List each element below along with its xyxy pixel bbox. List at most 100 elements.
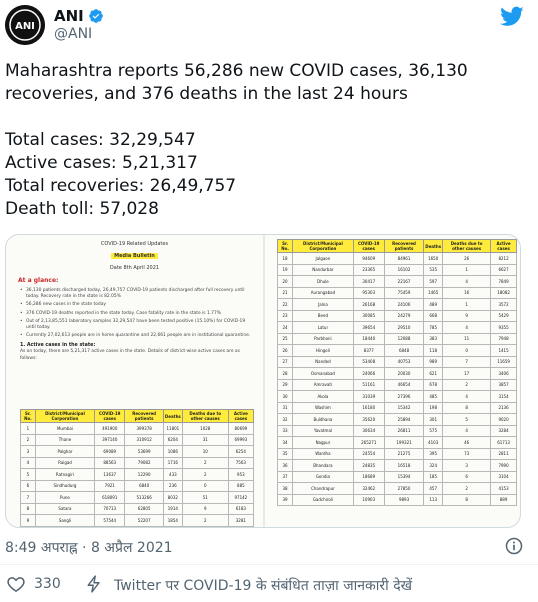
table-cell: 32 <box>276 413 294 426</box>
table-row: 31 Washim 16180 15342 198 8 2136 <box>276 401 517 414</box>
table-cell: 4 <box>442 424 492 437</box>
table-cell: 17 <box>442 367 492 380</box>
table-cell: 535 <box>423 263 444 276</box>
table-cell: 198 <box>423 401 444 414</box>
table-cell: 11 <box>442 332 492 345</box>
table-cell: Jalgaon <box>292 252 354 265</box>
table-cell: Pune <box>34 491 96 504</box>
table-row: 27 Nanded 53408 40753 989 7 11659 <box>276 355 517 368</box>
table-cell: 433 <box>162 468 183 481</box>
bulletin-bullet: 56,286 new cases in the state today <box>20 302 253 308</box>
table-cell: Palghar <box>34 445 96 458</box>
table-cell: 61713 <box>490 436 517 449</box>
tweet-media-image[interactable]: COVID-19 Related Updates Media Bulletin … <box>5 234 521 528</box>
table-cell: 3572 <box>490 298 517 311</box>
table-cell: 53408 <box>352 355 385 368</box>
table-cell: 485 <box>423 390 444 403</box>
table-cell: 6204 <box>162 433 183 446</box>
table-cell: 9 <box>442 309 492 322</box>
heart-icon[interactable] <box>6 574 26 594</box>
table-cell: 2 <box>442 378 492 391</box>
table-row: 5 Ratnagiri 13637 12290 433 2 953 <box>20 468 255 481</box>
twitter-bird-icon[interactable] <box>500 4 524 28</box>
author-handle[interactable]: @ANI <box>54 26 93 42</box>
at-a-glance-heading: At a glance: <box>18 277 59 284</box>
table-cell: 597 <box>423 275 444 288</box>
table-cell: 397140 <box>94 433 126 446</box>
table-cell: 88563 <box>94 456 126 469</box>
table-cell: Raigad <box>34 456 96 469</box>
table-cell: 489 <box>423 298 444 311</box>
table-row: 19 Nandurbar 23365 16102 535 1 6627 <box>276 263 517 276</box>
table-cell: 51161 <box>352 378 385 391</box>
table-cell: 30 <box>276 390 294 403</box>
table-cell: 324 <box>423 459 444 472</box>
column-header: COVID-19 cases <box>94 409 126 423</box>
table-cell: 16 <box>442 286 492 299</box>
table-cell: 7563 <box>227 456 255 469</box>
table-cell: 4 <box>442 275 492 288</box>
table-cell: 30085 <box>352 309 385 322</box>
table-cell: 70713 <box>94 502 126 515</box>
table-cell: 1 <box>20 422 36 435</box>
table-cell: 26811 <box>383 424 425 437</box>
column-header: Deaths <box>162 409 183 423</box>
table-cell: 4 <box>442 321 492 334</box>
table-row: 18 Jalgaon 94609 84961 1650 26 8212 <box>276 252 517 265</box>
bulletin-page-left[interactable]: COVID-19 Related Updates Media Bulletin … <box>6 235 263 527</box>
table-cell: 38 <box>276 482 294 495</box>
table-cell: 8032 <box>162 491 183 504</box>
table-cell: 2811 <box>490 447 517 460</box>
table-cell: Chandrapur <box>292 482 354 495</box>
table-cell: Washim <box>292 401 354 414</box>
table-cell: 30417 <box>352 275 385 288</box>
author-name-row: ANI <box>54 7 104 25</box>
verified-badge-icon <box>88 9 103 23</box>
tweet-timestamp[interactable]: 8:49 अपराह्न · 8 अप्रैल 2021 <box>5 540 173 556</box>
total-recoveries-line: Total recoveries: 26,49,757 <box>5 176 237 196</box>
info-icon[interactable] <box>504 536 524 556</box>
table-cell: 1465 <box>423 286 444 299</box>
covid-info-link[interactable]: Twitter पर COVID-19 के संबंधित ताज़ा जान… <box>114 578 413 594</box>
table-cell: 889 <box>490 493 517 506</box>
table-cell: 1914 <box>162 502 183 515</box>
table-cell: 79082 <box>124 456 164 469</box>
table-cell: Sindhudurg <box>34 479 96 492</box>
bulletin-bullet: 36,130 patients discharged today, 26,49,… <box>20 288 253 300</box>
avatar[interactable]: ANI <box>5 5 45 45</box>
table-cell: 2136 <box>490 401 517 414</box>
table-cell: Satara <box>34 502 96 515</box>
table-cell: 9893 <box>383 493 425 506</box>
table-row: 3 Palghar 69089 53699 1086 10 6254 <box>20 445 255 458</box>
table-cell: 3281 <box>227 514 255 527</box>
table-cell: 53699 <box>124 445 164 458</box>
table-cell: 4 <box>20 456 36 469</box>
table-cell: 4153 <box>490 482 517 495</box>
table-row: 9 Sangli 57544 52207 1854 2 3281 <box>20 514 255 527</box>
bulletin-page-right[interactable]: Sr. No. District/Municipal Corporation COV… <box>265 235 520 527</box>
table-cell: 678 <box>423 378 444 391</box>
table-cell: 989 <box>423 355 444 368</box>
table-cell: 7990 <box>490 459 517 472</box>
table-cell: 491900 <box>94 422 126 435</box>
table-cell: 46654 <box>383 378 425 391</box>
table-row: 25 Parbhani 18440 12088 383 11 7948 <box>276 332 517 345</box>
table-cell: 118 <box>423 344 444 357</box>
column-header: COVID-19 cases <box>352 239 385 253</box>
lightning-bolt-icon[interactable] <box>84 574 104 594</box>
table-cell: 9 <box>181 502 229 515</box>
table-row: 26 Hingoli 8377 6848 118 0 1415 <box>276 344 517 357</box>
avatar-text: ANI <box>15 21 35 32</box>
district-table-left: Sr. No. District/Municipal Corporation COV… <box>20 409 255 527</box>
table-cell: 6183 <box>227 502 255 515</box>
like-count[interactable]: 330 <box>34 576 61 592</box>
table-cell: 7849 <box>490 275 517 288</box>
table-cell: Jalna <box>292 298 354 311</box>
table-cell: 3154 <box>490 390 517 403</box>
table-cell: 8212 <box>490 252 517 265</box>
table-cell: Osmanabad <box>292 367 354 380</box>
column-header: Sr. No. <box>20 409 36 423</box>
table-cell: 95303 <box>352 286 385 299</box>
table-cell: 1561 <box>227 525 255 527</box>
display-name[interactable]: ANI <box>54 7 84 25</box>
